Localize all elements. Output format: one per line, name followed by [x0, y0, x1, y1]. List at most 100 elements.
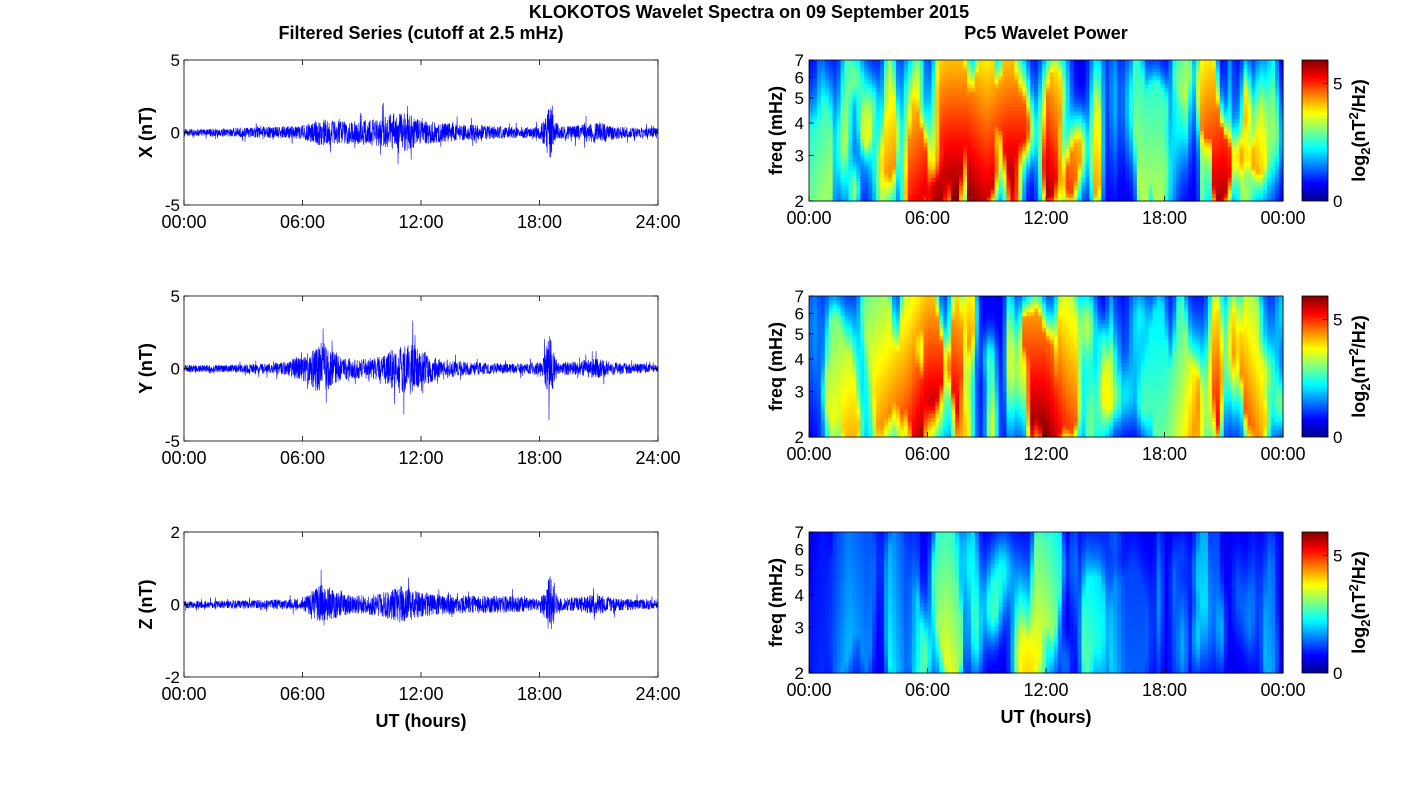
heatmap-cell: [1002, 146, 1008, 151]
heatmap-cell: [1065, 67, 1071, 73]
x-tick-label: 12:00: [1023, 208, 1068, 228]
heatmap-cell: [959, 185, 964, 190]
heatmap-cell: [1148, 161, 1154, 167]
heatmap-cell: [963, 181, 968, 186]
heatmap-cell: [816, 366, 822, 372]
heatmap-cell: [836, 197, 842, 202]
heatmap-cell: [1172, 63, 1177, 69]
heatmap-cell: [868, 91, 873, 96]
heatmap-cell: [1267, 161, 1272, 167]
heatmap-cell: [907, 142, 913, 147]
heatmap-cell: [884, 110, 889, 116]
heatmap-cell: [1168, 79, 1173, 85]
heatmap-cell: [1156, 91, 1162, 96]
heatmap-cell: [1022, 71, 1027, 77]
heatmap-cell: [990, 126, 996, 132]
heatmap-cell: [1223, 134, 1229, 139]
heatmap-cell: [1259, 114, 1264, 120]
series-line-z: [183, 569, 659, 630]
heatmap-cell: [1034, 87, 1039, 92]
heatmap-cell: [1085, 103, 1091, 108]
heatmap-cell: [836, 354, 842, 360]
heatmap-cell: [1018, 165, 1023, 171]
heatmap-cell: [1200, 91, 1205, 96]
heatmap-cell: [1251, 75, 1256, 81]
heatmap-cell: [840, 299, 846, 305]
heatmap-cell: [840, 60, 846, 65]
heatmap-cell: [824, 382, 830, 387]
heatmap-cell: [888, 95, 893, 100]
heatmap-cell: [1255, 161, 1260, 167]
heatmap-cell: [1010, 169, 1015, 175]
heatmap-cell: [1081, 181, 1087, 186]
heatmap-cell: [1271, 60, 1276, 65]
heatmap-cell: [1160, 71, 1166, 77]
heatmap-cell: [1105, 91, 1110, 96]
heatmap-cell: [1034, 146, 1039, 151]
heatmap-cell: [1128, 99, 1134, 104]
heatmap-cell: [864, 343, 869, 348]
heatmap-cell: [1164, 60, 1170, 65]
heatmap-cell: [824, 165, 830, 171]
heatmap-cell: [935, 118, 940, 124]
heatmap-cell: [1030, 146, 1035, 151]
heatmap-cell: [1046, 197, 1051, 202]
heatmap-cell: [943, 91, 948, 96]
y-tick-label: 0: [171, 596, 180, 615]
heatmap-cell: [1227, 177, 1233, 183]
heatmap-cell: [1211, 157, 1217, 163]
heatmap-cell: [844, 103, 850, 108]
heatmap-cell: [864, 421, 869, 426]
heatmap-cell: [864, 146, 869, 151]
heatmap-cell: [1263, 79, 1268, 85]
heatmap-cell: [1002, 83, 1008, 89]
heatmap-cell: [1053, 67, 1059, 73]
heatmap-cell: [820, 87, 826, 92]
heatmap-cell: [1038, 157, 1043, 163]
heatmap-cell: [1251, 110, 1256, 116]
heatmap-cell: [1030, 103, 1035, 108]
heatmap-cell: [1018, 114, 1023, 120]
heatmap-cell: [1204, 103, 1209, 108]
heatmap-cell: [1042, 99, 1047, 104]
heatmap-cell: [1263, 95, 1268, 100]
heatmap-cell: [1125, 197, 1130, 202]
heatmap-cell: [959, 91, 964, 96]
heatmap-cell: [982, 161, 988, 167]
heatmap-cell: [994, 79, 1000, 85]
heatmap-cell: [1026, 181, 1031, 186]
heatmap-cell: [832, 327, 838, 332]
heatmap-cell: [1046, 138, 1051, 143]
heatmap-cell: [872, 60, 877, 65]
heatmap-cell: [915, 185, 921, 190]
heatmap-cell: [1042, 107, 1047, 112]
heatmap-cell: [1113, 169, 1118, 175]
heatmap-cell: [812, 397, 818, 403]
heatmap-cell: [828, 413, 834, 419]
heatmap-cell: [868, 374, 873, 379]
heatmap-cell: [820, 134, 826, 139]
heatmap-cell: [824, 429, 830, 434]
heatmap-cell: [1109, 193, 1114, 198]
heatmap-cell: [832, 118, 838, 124]
heatmap-cell: [860, 296, 865, 301]
heatmap-cell: [860, 433, 865, 438]
heatmap-cell: [891, 169, 897, 175]
heatmap-cell: [998, 103, 1004, 108]
heatmap-cell: [860, 185, 865, 190]
heatmap-cell: [943, 122, 948, 128]
heatmap-cell: [1148, 114, 1154, 120]
heatmap-cell: [1144, 138, 1150, 143]
heatmap-cell: [1211, 79, 1217, 85]
heatmap-cell: [1085, 130, 1091, 136]
heatmap-cell: [1128, 91, 1134, 96]
heatmap-cell: [978, 95, 984, 100]
heatmap-cell: [1144, 122, 1150, 128]
heatmap-cell: [1010, 193, 1015, 198]
heatmap-cell: [959, 150, 964, 155]
heatmap-cell: [1172, 130, 1177, 136]
heatmap-cell: [809, 382, 814, 387]
heatmap-cell: [1235, 146, 1241, 151]
heatmap-cell: [891, 122, 897, 128]
heatmap-cell: [888, 71, 893, 77]
